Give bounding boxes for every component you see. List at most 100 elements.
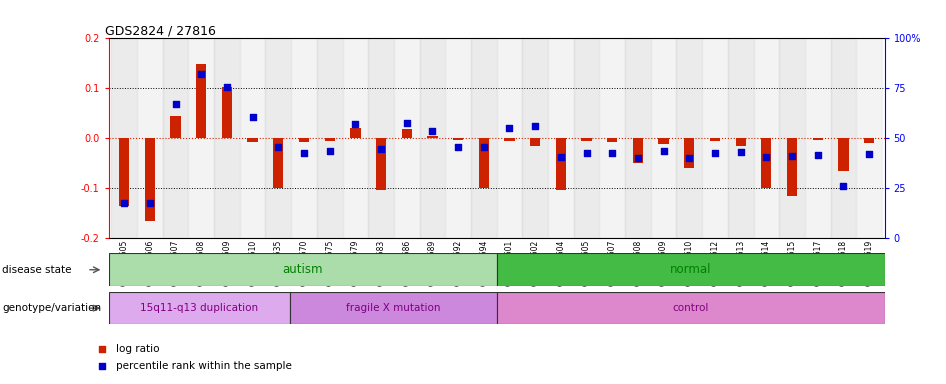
Bar <box>727 38 754 238</box>
Bar <box>522 38 548 238</box>
Bar <box>196 65 206 138</box>
Bar <box>289 292 497 324</box>
Bar <box>582 138 591 141</box>
Bar <box>170 116 181 138</box>
Bar <box>838 138 849 170</box>
Bar <box>831 38 856 238</box>
Bar <box>342 38 368 238</box>
Point <box>604 150 620 156</box>
Bar <box>376 138 386 190</box>
Point <box>194 71 209 78</box>
Text: control: control <box>673 303 709 313</box>
Bar <box>555 138 566 190</box>
Bar <box>214 38 239 238</box>
Bar <box>137 38 163 238</box>
Bar <box>780 38 805 238</box>
Bar <box>754 38 780 238</box>
Bar <box>504 138 515 141</box>
Point <box>682 155 697 161</box>
Point <box>271 144 286 150</box>
Bar <box>350 128 360 138</box>
Bar <box>109 292 289 324</box>
Bar <box>530 138 540 146</box>
Bar <box>497 38 522 238</box>
Point <box>323 147 338 154</box>
Point <box>348 121 363 127</box>
Bar <box>112 38 137 238</box>
Text: 15q11-q13 duplication: 15q11-q13 duplication <box>140 303 258 313</box>
Point <box>528 123 543 129</box>
Text: fragile X mutation: fragile X mutation <box>346 303 441 313</box>
Point <box>116 200 131 206</box>
Bar <box>453 138 464 140</box>
Bar <box>864 138 874 143</box>
Point <box>553 154 569 160</box>
Bar <box>573 38 600 238</box>
Bar <box>420 38 446 238</box>
Text: genotype/variation: genotype/variation <box>2 303 101 313</box>
Point <box>245 114 260 120</box>
Bar <box>548 38 573 238</box>
Point <box>142 200 157 206</box>
Text: percentile rank within the sample: percentile rank within the sample <box>115 361 291 371</box>
Text: autism: autism <box>283 263 323 276</box>
Bar <box>291 38 317 238</box>
Bar <box>119 138 130 206</box>
Bar <box>633 138 643 163</box>
Bar <box>402 129 412 138</box>
Point <box>733 149 748 155</box>
Point <box>836 183 851 189</box>
Bar <box>684 138 694 168</box>
Bar <box>248 138 257 142</box>
Bar <box>446 38 471 238</box>
Bar <box>368 38 394 238</box>
Bar <box>394 38 420 238</box>
Bar <box>805 38 831 238</box>
Point <box>656 147 671 154</box>
Bar <box>479 138 489 188</box>
Bar <box>625 38 651 238</box>
Bar <box>658 138 669 144</box>
Point <box>95 346 110 352</box>
Text: normal: normal <box>670 263 711 276</box>
Bar <box>324 138 335 141</box>
Point <box>168 101 184 108</box>
Point <box>296 150 311 156</box>
Point <box>579 150 594 156</box>
Point <box>862 151 877 157</box>
Point <box>784 152 799 159</box>
Bar <box>188 38 214 238</box>
Bar <box>239 38 266 238</box>
Point <box>219 84 235 90</box>
Point <box>95 362 110 369</box>
Bar <box>762 138 772 188</box>
Bar <box>266 38 291 238</box>
Bar <box>607 138 618 142</box>
Bar <box>710 138 720 141</box>
Bar <box>497 292 885 324</box>
Bar <box>317 38 342 238</box>
Text: log ratio: log ratio <box>115 344 159 354</box>
Point <box>630 155 645 161</box>
Bar <box>856 38 882 238</box>
Point <box>502 125 517 131</box>
Bar <box>299 138 309 142</box>
Point <box>708 150 723 156</box>
Text: GDS2824 / 27816: GDS2824 / 27816 <box>105 24 216 37</box>
Bar <box>273 138 284 188</box>
Bar <box>676 38 702 238</box>
Bar <box>702 38 727 238</box>
Bar <box>736 138 745 146</box>
Point <box>374 146 389 152</box>
Point <box>810 152 825 158</box>
Point <box>450 144 465 150</box>
Text: disease state: disease state <box>2 265 72 275</box>
Bar <box>163 38 188 238</box>
Bar <box>221 87 232 138</box>
Bar <box>109 253 497 286</box>
Bar <box>651 38 676 238</box>
Point <box>399 120 414 126</box>
Bar <box>145 138 155 220</box>
Bar <box>428 136 438 138</box>
Bar <box>600 38 625 238</box>
